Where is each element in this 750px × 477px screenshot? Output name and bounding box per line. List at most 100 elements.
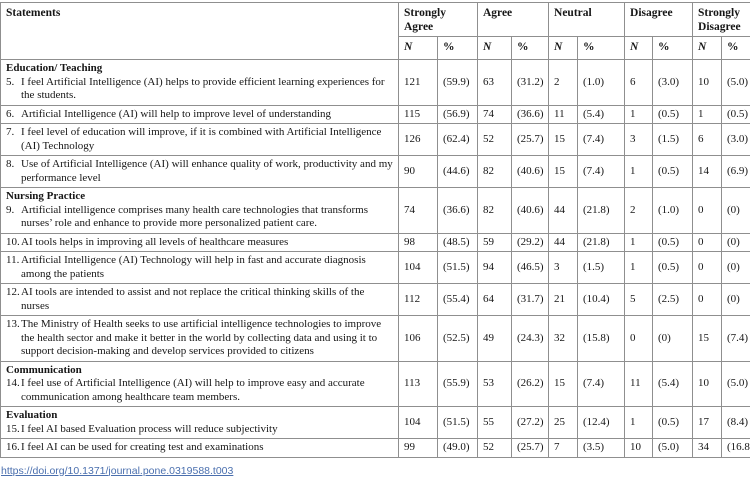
n-value: 10 [693, 361, 722, 407]
subheader-n: N [625, 37, 653, 60]
pct-value: (44.6) [438, 156, 478, 188]
table-header: Statements Strongly Agree Agree Neutral … [1, 3, 750, 60]
n-value: 90 [399, 156, 438, 188]
n-value: 0 [693, 233, 722, 252]
pct-value: (51.5) [438, 252, 478, 284]
statement-cell: 8.Use of Artificial Intelligence (AI) wi… [1, 156, 399, 188]
n-value: 7 [549, 439, 578, 458]
pct-value: (1.0) [653, 188, 693, 234]
pct-value: (10.4) [578, 284, 625, 316]
statement-number: 6. [6, 108, 14, 122]
pct-value: (7.4) [578, 124, 625, 156]
n-value: 74 [478, 105, 512, 124]
pct-value: (26.2) [512, 361, 549, 407]
pct-value: (5.0) [722, 361, 750, 407]
statement-text: 6.Artificial Intelligence (AI) will help… [6, 108, 394, 122]
doi-link[interactable]: https://doi.org/10.1371/journal.pone.031… [1, 465, 233, 477]
statement-number: 16. [6, 441, 20, 455]
n-value: 0 [625, 316, 653, 362]
table-row: 12.AI tools are intended to assist and n… [1, 284, 750, 316]
statement-cell: 12.AI tools are intended to assist and n… [1, 284, 399, 316]
pct-value: (3.0) [653, 60, 693, 106]
n-value: 1 [625, 407, 653, 439]
col-header-agree: Agree [478, 3, 549, 37]
pct-value: (0.5) [653, 252, 693, 284]
table-row: 6.Artificial Intelligence (AI) will help… [1, 105, 750, 124]
pct-value: (36.6) [512, 105, 549, 124]
pct-value: (0.5) [653, 407, 693, 439]
pct-value: (7.4) [578, 156, 625, 188]
pct-value: (40.6) [512, 188, 549, 234]
n-value: 34 [693, 439, 722, 458]
table-row: 7.I feel level of education will improve… [1, 124, 750, 156]
n-value: 15 [549, 156, 578, 188]
n-value: 11 [625, 361, 653, 407]
n-value: 82 [478, 156, 512, 188]
subheader-n: N [693, 37, 722, 60]
statement-text: 5.I feel Artificial Intelligence (AI) he… [6, 76, 394, 103]
n-value: 44 [549, 233, 578, 252]
n-value: 1 [693, 105, 722, 124]
n-value: 15 [693, 316, 722, 362]
pct-value: (15.8) [578, 316, 625, 362]
n-value: 98 [399, 233, 438, 252]
n-value: 5 [625, 284, 653, 316]
statement-cell: 10.AI tools helps in improving all level… [1, 233, 399, 252]
section-title: Education/ Teaching [6, 62, 394, 76]
n-value: 126 [399, 124, 438, 156]
col-header-disagree: Disagree [625, 3, 693, 37]
subheader-pct: % [578, 37, 625, 60]
n-value: 121 [399, 60, 438, 106]
pct-value: (12.4) [578, 407, 625, 439]
pct-value: (40.6) [512, 156, 549, 188]
subheader-pct: % [722, 37, 750, 60]
pct-value: (48.5) [438, 233, 478, 252]
n-value: 3 [625, 124, 653, 156]
subheader-n: N [478, 37, 512, 60]
likert-results-table: Statements Strongly Agree Agree Neutral … [0, 2, 750, 458]
pct-value: (7.4) [578, 361, 625, 407]
statement-cell: 16.I feel AI can be used for creating te… [1, 439, 399, 458]
pct-value: (27.2) [512, 407, 549, 439]
pct-value: (7.4) [722, 316, 750, 362]
pct-value: (62.4) [438, 124, 478, 156]
n-value: 25 [549, 407, 578, 439]
n-value: 32 [549, 316, 578, 362]
n-value: 55 [478, 407, 512, 439]
pct-value: (5.0) [653, 439, 693, 458]
statement-number: 11. [6, 254, 19, 268]
n-value: 2 [549, 60, 578, 106]
pct-value: (1.0) [578, 60, 625, 106]
col-header-strongly-agree: Strongly Agree [399, 3, 478, 37]
statement-number: 10. [6, 236, 20, 250]
n-value: 106 [399, 316, 438, 362]
n-value: 0 [693, 284, 722, 316]
n-value: 82 [478, 188, 512, 234]
pct-value: (2.5) [653, 284, 693, 316]
pct-value: (21.8) [578, 233, 625, 252]
n-value: 59 [478, 233, 512, 252]
n-value: 2 [625, 188, 653, 234]
section-title: Evaluation [6, 409, 394, 423]
statement-cell: 11.Artificial Intelligence (AI) Technolo… [1, 252, 399, 284]
pct-value: (0.5) [653, 156, 693, 188]
table-row: 11.Artificial Intelligence (AI) Technolo… [1, 252, 750, 284]
statement-text: 13.The Ministry of Health seeks to use a… [6, 318, 394, 359]
statement-text: 9.Artificial intelligence comprises many… [6, 204, 394, 231]
n-value: 64 [478, 284, 512, 316]
statement-text: 16.I feel AI can be used for creating te… [6, 441, 394, 455]
statement-cell: 7.I feel level of education will improve… [1, 124, 399, 156]
statement-number: 5. [6, 76, 14, 90]
table-row: 8.Use of Artificial Intelligence (AI) wi… [1, 156, 750, 188]
statement-number: 15. [6, 423, 20, 437]
pct-value: (25.7) [512, 439, 549, 458]
table-row: 16.I feel AI can be used for creating te… [1, 439, 750, 458]
subheader-pct: % [653, 37, 693, 60]
pct-value: (31.2) [512, 60, 549, 106]
pct-value: (0) [722, 284, 750, 316]
pct-value: (6.9) [722, 156, 750, 188]
